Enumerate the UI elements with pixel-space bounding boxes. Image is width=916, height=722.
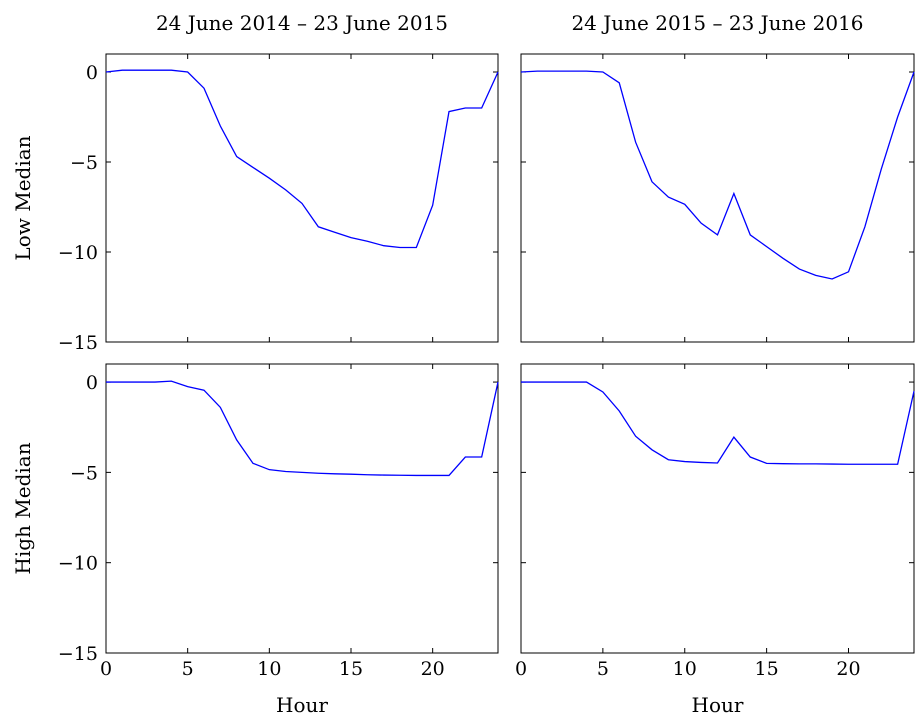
x-axis-label: Hour bbox=[692, 693, 744, 717]
x-tick-label: 10 bbox=[257, 658, 281, 680]
y-tick-label: −5 bbox=[70, 152, 98, 174]
x-tick-label: 0 bbox=[100, 658, 112, 680]
x-tick-label: 15 bbox=[755, 658, 779, 680]
plot-frame bbox=[105, 53, 499, 343]
series-line bbox=[521, 381, 915, 465]
y-tick-label: −10 bbox=[58, 242, 98, 264]
plot-frame bbox=[520, 53, 915, 343]
series-line bbox=[520, 70, 915, 280]
column-title: 24 June 2014 – 23 June 2015 bbox=[156, 11, 448, 35]
panel-bottom-right: 0 5 10 15 20 Hour bbox=[515, 363, 915, 717]
x-tick-label: 0 bbox=[515, 658, 527, 680]
panel-top-right: 24 June 2015 – 23 June 2016 bbox=[520, 11, 915, 343]
x-tick-label: 20 bbox=[836, 658, 860, 680]
x-axis-label: Hour bbox=[276, 693, 328, 717]
plot-frame bbox=[105, 363, 499, 654]
x-tick-label: 20 bbox=[421, 658, 445, 680]
x-tick-label: 5 bbox=[182, 658, 194, 680]
panel-top-left: 0 −5 −10 −15 24 June 2014 – 23 June 2015 Low … bbox=[11, 11, 499, 354]
y-tick-label: −10 bbox=[58, 553, 98, 575]
y-axis-label: Low Median bbox=[11, 135, 35, 260]
y-tick-label: 0 bbox=[86, 372, 98, 394]
series-line bbox=[105, 69, 499, 249]
y-tick-label: −15 bbox=[58, 643, 98, 665]
y-axis-label: High Median bbox=[11, 442, 35, 574]
x-tick-label: 10 bbox=[673, 658, 697, 680]
series-line bbox=[106, 380, 499, 477]
column-title: 24 June 2015 – 23 June 2016 bbox=[571, 11, 863, 35]
plot-frame bbox=[520, 363, 915, 654]
panel-bottom-left: 0 5 10 15 20 0 −5 −10 −15 Hour High Median bbox=[11, 363, 499, 717]
x-tick-label: 15 bbox=[339, 658, 363, 680]
y-tick-label: −15 bbox=[58, 332, 98, 354]
y-tick-label: 0 bbox=[86, 62, 98, 84]
y-tick-label: −5 bbox=[70, 462, 98, 484]
x-tick-label: 5 bbox=[597, 658, 609, 680]
